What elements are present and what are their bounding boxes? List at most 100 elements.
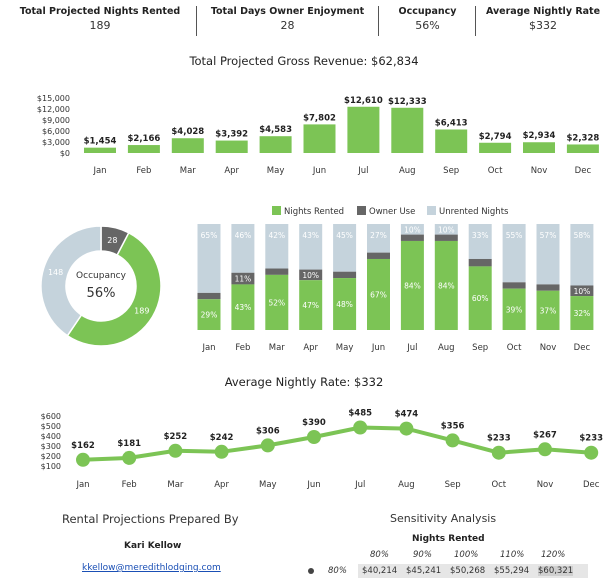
- stacked-bar-owner: [265, 268, 289, 275]
- rate-data-label: $356: [441, 421, 465, 431]
- stacked-label-owner: 11%: [235, 275, 252, 284]
- kpi-label: Total Days Owner Enjoyment: [210, 6, 365, 17]
- revenue-x-tick: Oct: [488, 166, 503, 176]
- rate-data-label: $181: [117, 439, 141, 449]
- donut-slice-unrented: [40, 225, 102, 337]
- kpi-avg-rate: Average Nightly Rate $332: [478, 6, 608, 32]
- kpi-divider: [378, 6, 379, 36]
- stacked-label-rented: 48%: [336, 300, 353, 309]
- stacked-label-unrented: 45%: [336, 231, 353, 240]
- donut-slice-label: 189: [134, 306, 149, 315]
- stacked-x-tick: Aug: [438, 343, 455, 353]
- stacked-bar-unrented: [502, 224, 526, 283]
- stacked-bar-rented: [400, 240, 424, 330]
- sens-cell: $40,214: [362, 566, 398, 576]
- kpi-divider: [475, 6, 476, 36]
- stacked-x-tick: Feb: [235, 343, 250, 353]
- rate-data-label: $306: [256, 426, 280, 436]
- rate-x-tick: Oct: [491, 480, 506, 490]
- stacked-label-rented: 84%: [438, 281, 455, 290]
- rate-x-tick: Nov: [537, 480, 554, 490]
- agent-email-link[interactable]: kkellow@meredithlodging.com: [82, 563, 221, 573]
- legend-entry: Unrented Nights: [439, 207, 509, 217]
- rate-y-tick: $400: [41, 432, 61, 441]
- stacked-label-rented: 60%: [472, 294, 489, 303]
- kpi-label: Average Nightly Rate: [485, 6, 601, 17]
- revenue-data-label: $2,794: [479, 132, 512, 142]
- sensitivity-row-marker: [308, 568, 314, 574]
- revenue-bar: [259, 136, 292, 153]
- rate-point: [445, 433, 460, 448]
- sens-col-header: 100%: [454, 550, 479, 560]
- revenue-data-label: $4,028: [171, 127, 204, 137]
- rate-data-label: $474: [395, 410, 419, 420]
- stacked-bar-rented: [536, 290, 560, 330]
- kpi-value: 189: [89, 19, 111, 32]
- sensitivity-title: Sensitivity Analysis: [390, 512, 497, 525]
- rate-y-tick: $300: [41, 442, 61, 451]
- kpi-value: 56%: [415, 19, 440, 32]
- stacked-x-tick: Nov: [540, 343, 557, 353]
- revenue-bar: [215, 140, 248, 153]
- rate-x-tick: Jul: [354, 480, 365, 490]
- stacked-bar-rented: [468, 266, 492, 330]
- stacked-bar-owner: [299, 269, 323, 281]
- stacked-bar-unrented: [536, 224, 560, 285]
- stacked-bar-rented: [502, 288, 526, 330]
- rate-data-label: $252: [164, 432, 188, 442]
- rate-x-tick: May: [259, 480, 277, 490]
- revenue-bar: [435, 129, 468, 153]
- kpi-divider: [196, 6, 197, 36]
- stacked-label-unrented: 57%: [540, 231, 557, 240]
- nightly-rate-line-chart: $600$500$400$300$200$100 $162 Jan $181 Feb $2…: [41, 409, 603, 491]
- revenue-data-label: $2,328: [566, 133, 599, 143]
- stacked-bar-unrented: [333, 224, 357, 272]
- stacked-bar-unrented: [299, 224, 323, 270]
- stacked-label-rented: 32%: [574, 309, 591, 318]
- stacked-bar-owner: [231, 272, 255, 285]
- stacked-bar-unrented: [434, 224, 458, 235]
- stacked-bar-owner: [197, 292, 221, 300]
- rate-point: [307, 430, 321, 444]
- sens-col-header: 110%: [500, 550, 525, 560]
- revenue-x-tick: Jan: [92, 166, 106, 176]
- stacked-bar-unrented: [197, 224, 221, 293]
- stacked-x-tick: Jun: [371, 343, 385, 353]
- revenue-x-tick: Nov: [531, 166, 548, 176]
- sens-row-bg: [358, 564, 588, 578]
- revenue-bar: [479, 142, 512, 153]
- sens-col-header: 120%: [541, 550, 566, 560]
- rate-x-tick: Aug: [398, 480, 415, 490]
- sens-row-label: 80%: [328, 566, 347, 576]
- stacked-label-unrented: 55%: [506, 231, 523, 240]
- rate-chart-title: Average Nightly Rate: $332: [224, 375, 384, 389]
- legend-entry: Owner Use: [369, 207, 415, 217]
- rate-line: [82, 425, 592, 462]
- sens-cell: $60,321: [538, 566, 574, 576]
- rate-y-tick: $100: [41, 462, 61, 471]
- revenue-bar: [566, 144, 599, 153]
- stacked-x-tick: May: [336, 343, 354, 353]
- stacked-label-unrented: 43%: [302, 231, 319, 240]
- revenue-bar: [391, 107, 424, 153]
- rate-x-tick: Apr: [214, 480, 229, 490]
- stacked-x-tick: Dec: [574, 343, 591, 353]
- stacked-bar-owner: [468, 258, 492, 267]
- stacked-label-owner: 10%: [574, 287, 591, 296]
- stacked-label-rented: 52%: [268, 298, 285, 307]
- stacked-label-unrented: 10%: [438, 226, 455, 235]
- rate-y-tick: $600: [41, 412, 61, 421]
- revenue-y-tick: $12,000: [37, 105, 70, 114]
- kpi-header: Total Projected Nights Rented 189 Total …: [0, 0, 608, 40]
- revenue-x-tick: Aug: [399, 166, 416, 176]
- kpi-occupancy: Occupancy 56%: [380, 6, 475, 32]
- stacked-label-unrented: 27%: [370, 231, 387, 240]
- stacked-bar-owner: [502, 282, 526, 289]
- stacked-label-rented: 84%: [404, 281, 421, 290]
- rate-x-tick: Dec: [583, 480, 600, 490]
- revenue-bar: [84, 147, 116, 153]
- legend-swatch: [427, 206, 436, 215]
- legend-swatch: [357, 206, 366, 215]
- rate-point: [122, 450, 137, 465]
- sensitivity-subtitle: Nights Rented: [412, 534, 485, 544]
